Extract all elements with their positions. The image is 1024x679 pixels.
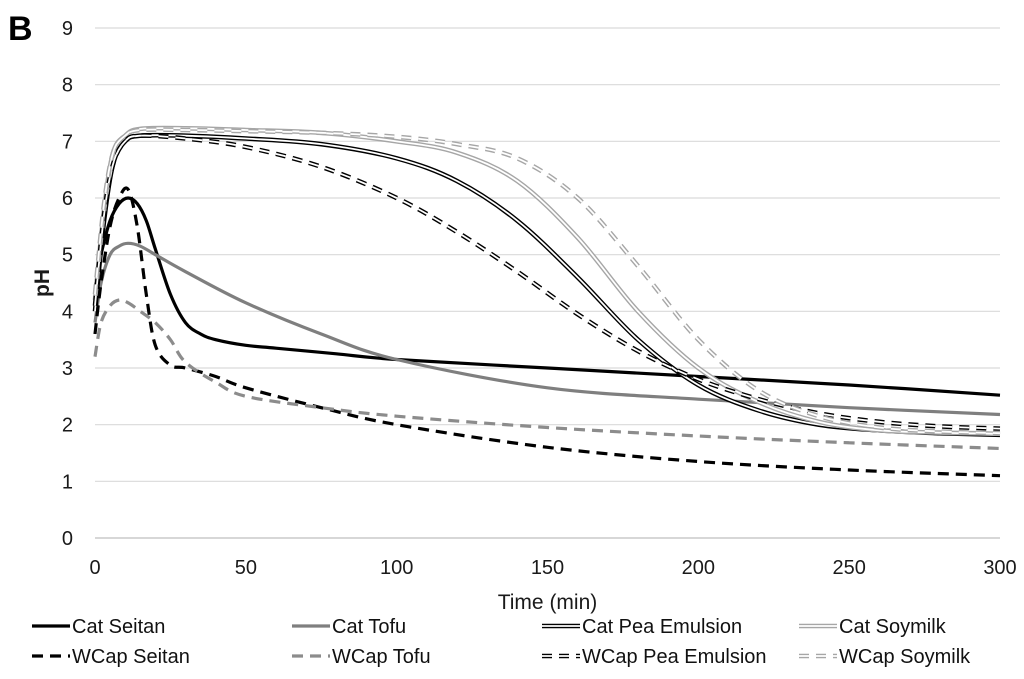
legend: Cat Seitan Cat Tofu Cat Pea Emulsion Cat So… xyxy=(32,616,971,668)
legend-label-wcap-tofu: WCap Tofu xyxy=(332,646,431,668)
legend-label-cat-soymilk: Cat Soymilk xyxy=(839,616,947,638)
y-tick-label: 5 xyxy=(62,245,73,267)
y-axis-ticks: 0 1 2 3 4 5 6 7 8 9 xyxy=(62,18,73,550)
legend-item-wcap-pea-emulsion: WCap Pea Emulsion xyxy=(542,646,767,668)
x-tick-label: 200 xyxy=(682,557,715,579)
legend-label-cat-tofu: Cat Tofu xyxy=(332,616,406,638)
series-line-wcap-seitan xyxy=(93,186,1001,478)
series-line-cat-pea-emulsion xyxy=(92,132,1001,438)
legend-label-wcap-soymilk: WCap Soymilk xyxy=(839,646,971,668)
x-axis-title: Time (min) xyxy=(498,591,598,614)
gridlines xyxy=(95,27,1000,482)
y-tick-label: 7 xyxy=(62,131,73,153)
legend-item-wcap-soymilk: WCap Soymilk xyxy=(799,646,971,668)
y-tick-label: 6 xyxy=(62,188,73,210)
series-cat-pea-emulsion xyxy=(92,132,1001,438)
series-line-cat-soymilk-inner xyxy=(94,127,1001,435)
series-line-cat-seitan xyxy=(93,196,1001,397)
series-group xyxy=(92,125,1001,478)
y-tick-label: 3 xyxy=(62,358,73,380)
y-tick-label: 4 xyxy=(62,301,73,323)
x-tick-label: 50 xyxy=(235,557,257,579)
legend-item-cat-seitan: Cat Seitan xyxy=(32,616,165,638)
legend-item-wcap-tofu: WCap Tofu xyxy=(292,646,431,668)
legend-item-cat-pea-emulsion: Cat Pea Emulsion xyxy=(542,616,742,638)
x-tick-label: 0 xyxy=(89,557,100,579)
series-cat-soymilk xyxy=(92,125,1001,437)
series-wcap-soymilk xyxy=(92,127,1001,436)
series-line-cat-pea-emulsion-inner xyxy=(94,134,1001,436)
x-tick-label: 250 xyxy=(832,557,865,579)
legend-label-cat-pea-emulsion: Cat Pea Emulsion xyxy=(582,616,742,638)
y-tick-label: 8 xyxy=(62,75,73,97)
x-tick-label: 100 xyxy=(380,557,413,579)
y-tick-label: 1 xyxy=(62,471,73,493)
y-axis-title: pH xyxy=(31,269,54,297)
series-line-cat-tofu xyxy=(93,241,1001,417)
x-axis-ticks: 0 50 100 150 200 250 300 xyxy=(89,557,1016,579)
series-line-wcap-tofu xyxy=(93,298,1001,451)
legend-label-wcap-pea-emulsion: WCap Pea Emulsion xyxy=(582,646,767,668)
panel-label: B xyxy=(8,10,33,48)
y-tick-label: 9 xyxy=(62,18,73,40)
series-cat-tofu xyxy=(93,241,1001,417)
legend-item-cat-tofu: Cat Tofu xyxy=(292,616,406,638)
legend-item-wcap-seitan: WCap Seitan xyxy=(32,646,190,668)
x-tick-label: 150 xyxy=(531,557,564,579)
y-tick-label: 0 xyxy=(62,528,73,550)
legend-item-cat-soymilk: Cat Soymilk xyxy=(799,616,947,638)
series-line-wcap-soymilk-inner xyxy=(94,128,1001,435)
x-tick-label: 300 xyxy=(983,557,1016,579)
y-tick-label: 2 xyxy=(62,415,73,437)
series-cat-seitan xyxy=(93,196,1001,397)
series-wcap-tofu xyxy=(93,298,1001,451)
series-wcap-seitan xyxy=(93,186,1001,478)
legend-label-cat-seitan: Cat Seitan xyxy=(72,616,165,638)
legend-label-wcap-seitan: WCap Seitan xyxy=(72,646,190,668)
